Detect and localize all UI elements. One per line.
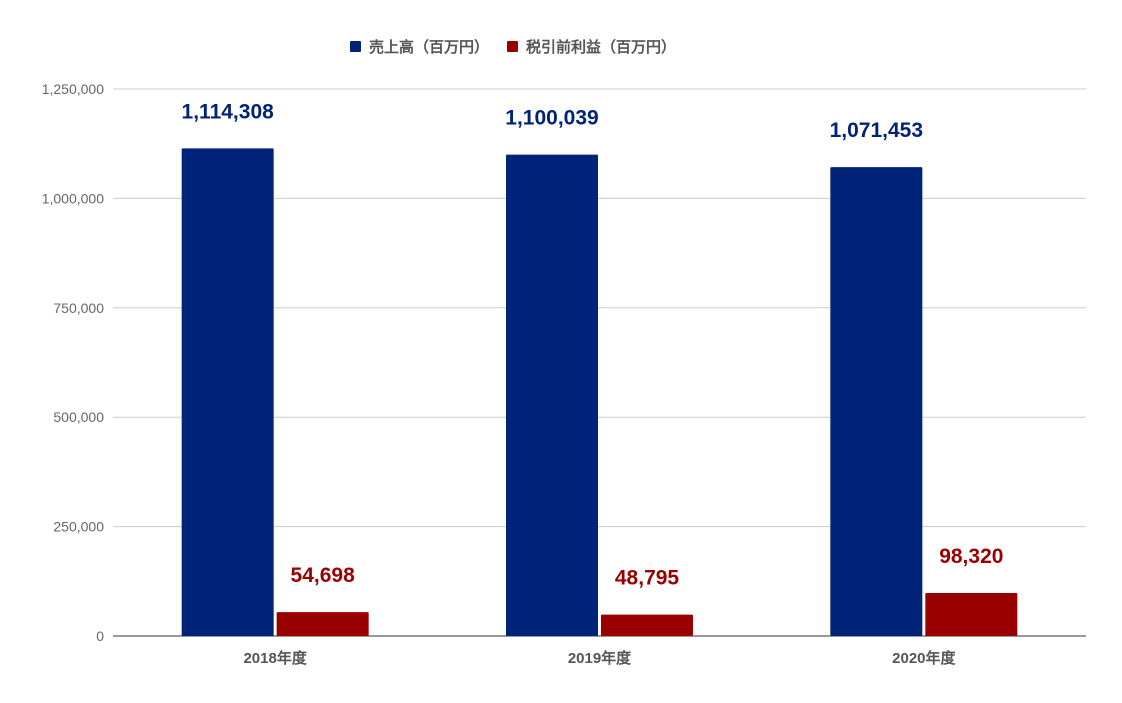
y-tick-label: 250,000 (53, 519, 104, 535)
y-tick-label: 750,000 (53, 300, 104, 316)
legend-label-sales: 売上高（百万円） (369, 39, 490, 56)
data-label: 1,100,039 (505, 107, 598, 130)
bar-pretax-profit (276, 612, 369, 636)
legend-swatch-sales (350, 41, 361, 52)
y-tick-label: 1,000,000 (42, 190, 104, 206)
legend-item-sales: 売上高（百万円） (350, 36, 489, 57)
data-label: 48,795 (615, 567, 680, 590)
y-tick-label: 1,250,000 (42, 81, 104, 97)
x-tick-label: 2019年度 (568, 649, 632, 667)
bar-pretax-profit (601, 614, 693, 636)
legend-label-pretax-profit: 税引前利益（百万円） (526, 39, 677, 56)
y-tick-label: 0 (96, 628, 104, 644)
bar-pretax-profit (925, 592, 1018, 636)
bar-sales (830, 167, 923, 636)
x-tick-label: 2018年度 (243, 649, 307, 667)
legend-item-pretax-profit: 税引前利益（百万円） (507, 36, 676, 57)
legend-swatch-pretax-profit (507, 41, 519, 52)
data-label: 1,114,308 (182, 100, 275, 123)
data-label: 98,320 (939, 545, 1003, 568)
x-tick-label: 2020年度 (892, 649, 956, 667)
legend: 売上高（百万円） 税引前利益（百万円） (350, 36, 676, 57)
data-label: 54,698 (291, 564, 356, 587)
bar-sales (181, 148, 274, 636)
bar-sales (506, 154, 598, 637)
y-tick-label: 500,000 (53, 409, 104, 425)
data-label: 1,071,453 (830, 119, 923, 142)
